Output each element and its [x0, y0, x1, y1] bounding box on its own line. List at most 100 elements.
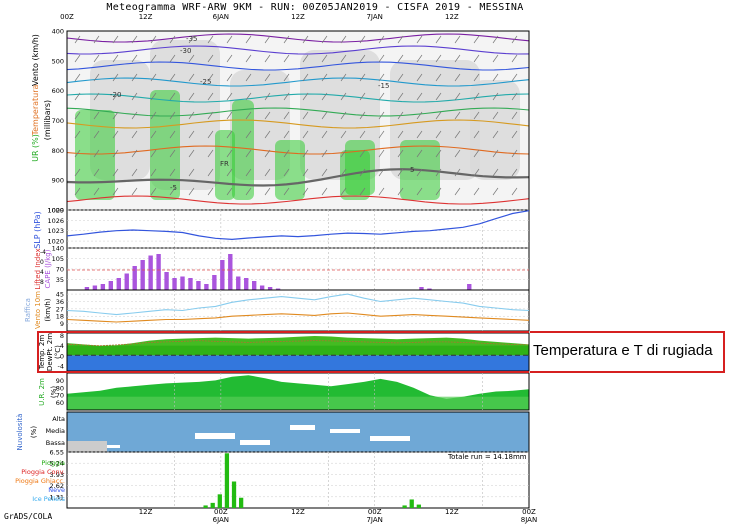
wind-barb: [416, 54, 423, 63]
wind-barb: [93, 92, 100, 101]
humidity-patch-7: [345, 140, 375, 195]
humidity-patch-4: [275, 140, 305, 200]
upper-air-ytick-6: 1000: [47, 207, 64, 215]
wind-barb: [454, 149, 461, 158]
isotherm-9: [66, 195, 530, 205]
cape-bar-12: [164, 272, 169, 290]
wind-barb: [340, 168, 347, 177]
cape-bar-10: [148, 255, 153, 290]
wind-barb: [378, 73, 385, 82]
precip-legend-0: Pioggia: [41, 459, 65, 467]
wind-barb: [435, 35, 442, 44]
wind-barb: [435, 168, 442, 177]
isotherm-7: [66, 145, 530, 155]
wind-barb: [416, 168, 423, 177]
wind-barb: [473, 168, 480, 177]
wind-barb: [93, 35, 100, 44]
upper-air-ylabel-wind: Vento (km/h): [31, 34, 40, 86]
wind-barb: [226, 73, 233, 82]
wind-barb: [74, 111, 81, 120]
wind-barb: [188, 35, 195, 44]
wind-barb: [93, 187, 100, 196]
wind-barb: [226, 187, 233, 196]
wind-barb: [454, 130, 461, 139]
isotherm-3: [66, 77, 530, 87]
wind-barb: [131, 130, 138, 139]
wind-barb: [169, 111, 176, 120]
wind-barb: [378, 187, 385, 196]
bottom-time-tick-5-0: 00Z: [522, 508, 536, 516]
wind-barb: [74, 92, 81, 101]
top-time-tick-2: 6JAN: [213, 13, 229, 21]
wind-barb: [226, 130, 233, 139]
wind-barb: [112, 111, 119, 120]
wind-barb: [397, 54, 404, 63]
isotherm-label-5: -5: [170, 184, 177, 192]
slp-frame: [66, 209, 530, 249]
temp-ytick-2: 0: [60, 352, 64, 360]
isotherm-label-1: -30: [180, 47, 191, 55]
temp-ylabel: Temp. 2m: [38, 335, 46, 371]
wind-barb: [473, 54, 480, 63]
wind-barb: [321, 54, 328, 63]
wind-barb: [492, 130, 499, 139]
wind-barb: [74, 149, 81, 158]
wind-barb: [93, 130, 100, 139]
wind-barb: [340, 73, 347, 82]
humidity-ylabel: U.R. 2m: [38, 378, 46, 406]
cape-bar-17: [204, 284, 209, 290]
cape-ytick-3: 140: [52, 245, 64, 253]
wind-barb: [492, 73, 499, 82]
wind-barb: [397, 187, 404, 196]
wind-barb: [131, 149, 138, 158]
wind-barb: [359, 73, 366, 82]
temp-ytick-3: -4: [58, 362, 64, 370]
cloud-ylabel: Nuvolosità: [16, 414, 24, 451]
upper-air-ytick-4: 800: [52, 147, 64, 155]
wind-barb: [150, 111, 157, 120]
wind-barb: [169, 35, 176, 44]
cape-bar-44: [419, 287, 424, 290]
wind-barb: [397, 168, 404, 177]
wind-barb: [207, 130, 214, 139]
wind-barb: [492, 149, 499, 158]
slp-ytick-0: 1020: [47, 238, 64, 246]
cape-bar-4: [100, 284, 106, 290]
wind-barb: [283, 130, 290, 139]
wind-barb: [511, 54, 518, 63]
wind-barb: [112, 73, 119, 82]
wind-barb: [112, 149, 119, 158]
upper-air-ylabel-mb: (millibars): [43, 100, 52, 140]
chart-title: Meteogramma WRF-ARW 9KM - RUN: 00Z05JAN2…: [106, 2, 524, 13]
precip-frame: [66, 451, 530, 509]
wind-barb: [112, 168, 119, 177]
wind-barb: [340, 187, 347, 196]
cloud-gap-5: [100, 445, 120, 448]
wind-ytick-1: 18: [56, 313, 64, 321]
wind-ylabel: Vento 10m: [34, 291, 42, 329]
upper-air-ytick-3: 700: [52, 117, 64, 125]
isotherm-1: [66, 45, 530, 55]
wind-barb: [283, 149, 290, 158]
precip-legend-2: Pioggia Ghiacc.: [15, 477, 65, 485]
wind-barb: [131, 187, 138, 196]
wind-barb: [359, 111, 366, 120]
wind-barb: [454, 168, 461, 177]
wind-barb: [207, 149, 214, 158]
wind-barb: [131, 73, 138, 82]
bottom-time-tick-5-1: 8JAN: [521, 516, 537, 524]
wind-barb: [74, 187, 81, 196]
dewpt-line: [66, 340, 530, 347]
wind-barb: [188, 54, 195, 63]
bottom-time-tick-4-0: 12Z: [445, 508, 459, 516]
wind-barb: [321, 187, 328, 196]
wind-barb: [359, 54, 366, 63]
wind-barb: [264, 73, 271, 82]
precip-total-label: Totale run = 14.18mm: [448, 453, 527, 461]
wind-barb: [245, 149, 252, 158]
wind-barb: [283, 187, 290, 196]
wind-barb: [416, 92, 423, 101]
wind-barb: [302, 111, 309, 120]
